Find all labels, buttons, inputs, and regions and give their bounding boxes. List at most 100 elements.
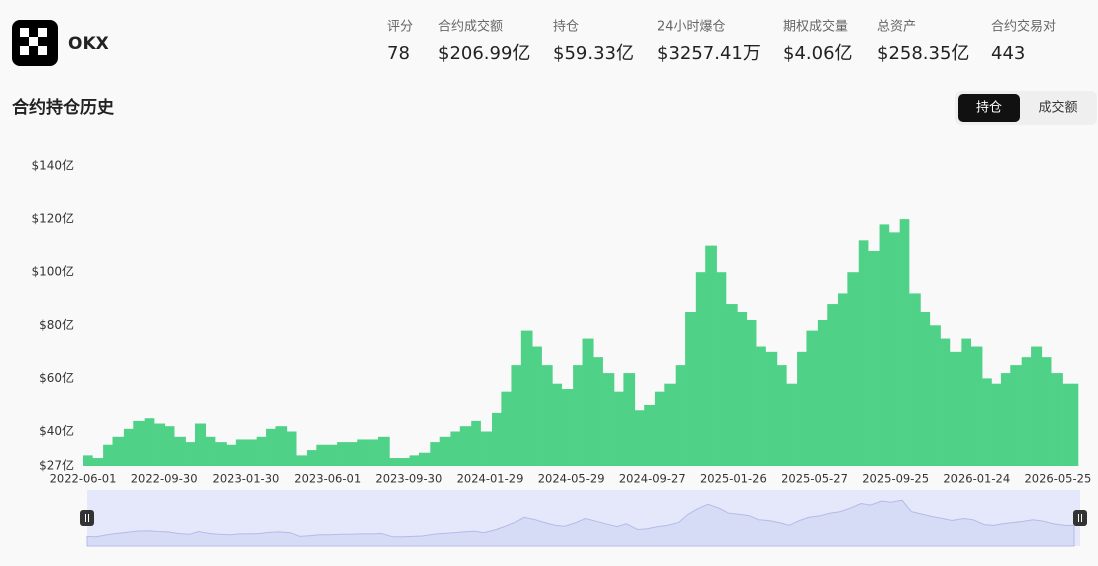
bar [112,436,125,466]
bar [459,426,472,466]
bar [623,373,636,466]
bar [1031,346,1043,466]
bar [1051,373,1063,466]
y-tick-label: $60亿 [39,370,74,385]
exchange-name: OKX [68,34,109,54]
navigator-handle[interactable] [80,510,94,526]
navigator-handle[interactable] [1073,510,1087,526]
bar [1010,365,1022,466]
tab[interactable]: 持仓 [976,101,1002,116]
bar [439,436,451,466]
x-tick-label: 2024-01-29 [457,472,524,486]
bar [174,436,186,466]
x-tick-label: 2022-09-30 [131,472,198,486]
bar [409,455,420,466]
bar [685,312,697,466]
stat-label: 合约成交额 [438,19,503,35]
stat-value: $3257.41万 [657,43,761,64]
x-tick-label: 2024-09-27 [619,472,686,486]
bar [266,428,276,466]
stat-label: 评分 [387,20,413,35]
bar [929,325,941,466]
bar [797,351,807,466]
bar [532,346,542,466]
bar [991,383,1002,466]
bar [573,365,583,466]
logo-mark [20,28,47,55]
x-tick-label: 2023-09-30 [375,472,442,486]
x-tick-label: 2024-05-29 [538,472,605,486]
bar [1062,383,1073,466]
bar [511,365,522,466]
bar [123,428,134,466]
stat-value: 78 [387,43,410,64]
bar [247,439,257,466]
y-tick-label: $140亿 [31,158,74,173]
y-tick-label: $120亿 [31,211,74,226]
stat-label: 总资产 [877,20,916,35]
bar [644,404,656,466]
bar [765,351,778,466]
stat-label: 合约交易对 [991,19,1056,35]
bar [144,418,155,466]
bar [103,444,113,466]
bar [970,346,983,466]
y-tick-label: $40亿 [39,423,74,438]
bar [899,219,910,466]
bar [154,423,166,466]
bar [582,338,594,466]
bar [541,365,553,466]
bar [368,439,379,466]
bar [226,444,237,466]
y-tick-label: $80亿 [39,317,74,332]
bar [879,224,890,466]
bar [501,391,512,466]
y-tick-label: $100亿 [31,264,74,279]
bar [275,426,288,466]
bar [716,272,727,466]
y-tick-label: $27亿 [39,458,74,473]
bar [389,458,400,466]
tab-active[interactable] [958,94,1020,122]
bar [725,304,738,466]
bar [491,412,502,466]
bar [776,365,787,466]
bar [296,455,308,466]
bar [378,436,390,466]
bar [737,312,748,466]
bar [705,245,717,466]
stat-value: 443 [991,43,1025,64]
bar [634,410,645,466]
bar [430,442,440,466]
x-tick-label: 2025-09-25 [862,472,929,486]
bar [164,426,175,466]
tab[interactable]: 成交额 [1038,100,1077,116]
bar [256,436,267,466]
stat-value: $59.33亿 [553,43,634,64]
bar [92,458,104,466]
bar [695,272,706,466]
navigator-area [86,499,1075,547]
bar [185,442,196,466]
stat-value: $258.35亿 [877,43,969,64]
bar [664,383,677,466]
stat-label: 24小时爆仓 [657,20,726,35]
stat-value: $206.99亿 [438,43,530,64]
stat-label: 持仓 [553,20,579,35]
bar [675,365,686,466]
bar [480,431,493,466]
bar [654,391,665,466]
bar [1000,373,1011,466]
x-tick-label: 2026-01-24 [943,472,1010,486]
bar [450,431,461,466]
bar [593,357,603,466]
bar [520,330,533,466]
stat-value: $4.06亿 [783,43,853,64]
bar [316,444,329,466]
bar [357,439,369,466]
x-tick-label: 2023-01-30 [213,472,280,486]
bar [868,250,880,466]
x-tick-label: 2025-05-27 [781,472,848,486]
